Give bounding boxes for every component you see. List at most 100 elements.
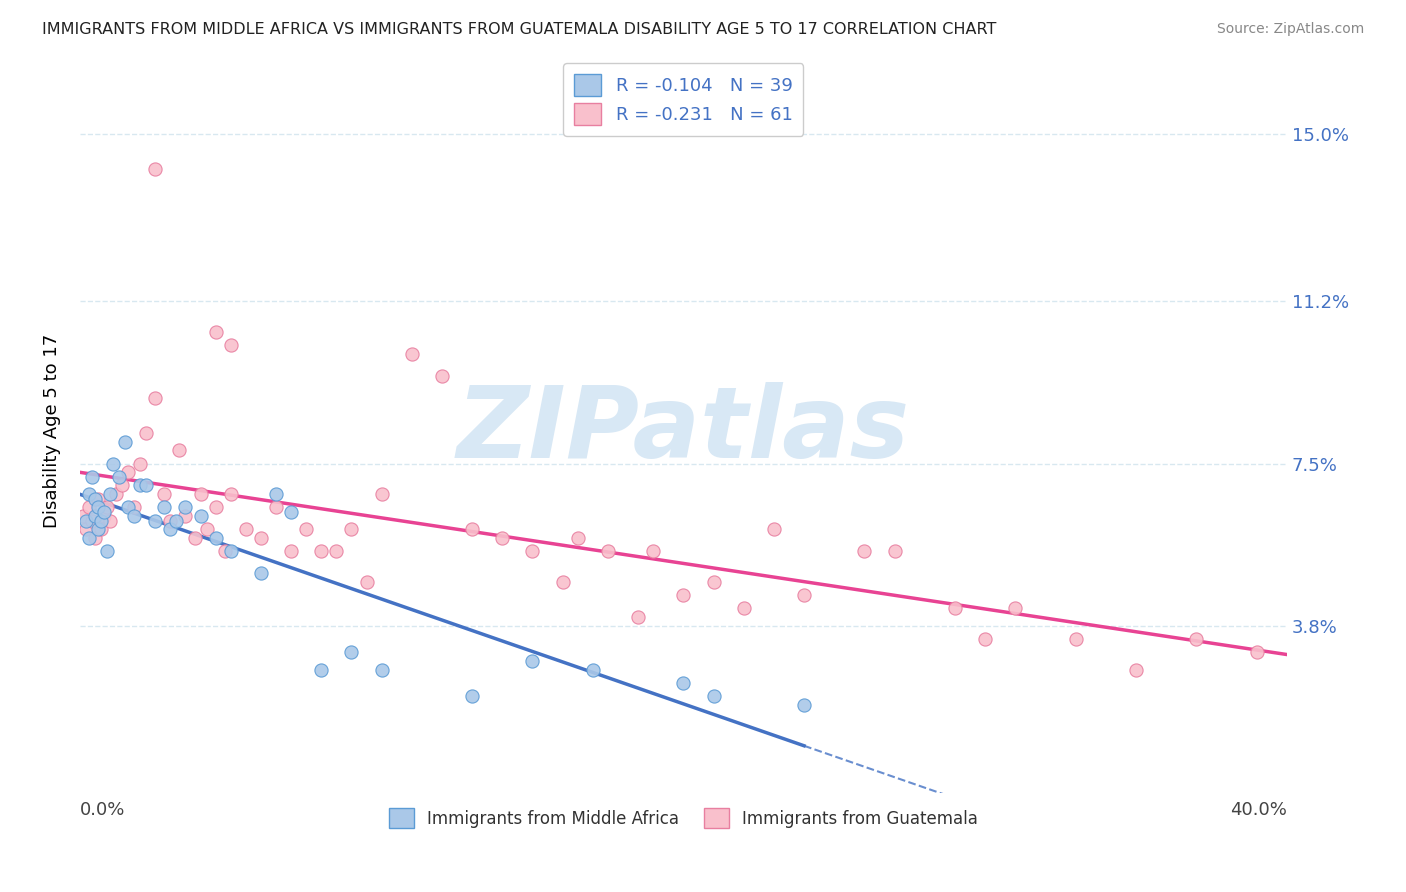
Point — [627, 610, 650, 624]
Point — [98, 487, 121, 501]
Point — [111, 478, 134, 492]
Point — [190, 487, 212, 501]
Point — [793, 588, 815, 602]
Point — [114, 434, 136, 449]
Point — [672, 588, 695, 602]
Point — [214, 544, 236, 558]
Point — [77, 531, 100, 545]
Point — [340, 645, 363, 659]
Point — [204, 500, 226, 515]
Point — [96, 500, 118, 515]
Point — [943, 601, 966, 615]
Point — [235, 522, 257, 536]
Point — [883, 544, 905, 558]
Point — [77, 500, 100, 515]
Point — [264, 500, 287, 515]
Point — [84, 531, 107, 545]
Point — [219, 338, 242, 352]
Legend: Immigrants from Middle Africa, Immigrants from Guatemala: Immigrants from Middle Africa, Immigrant… — [382, 801, 984, 835]
Point — [169, 443, 191, 458]
Point — [80, 469, 103, 483]
Point — [159, 514, 181, 528]
Point — [135, 478, 157, 492]
Point — [87, 522, 110, 536]
Point — [190, 509, 212, 524]
Point — [75, 522, 97, 536]
Point — [219, 487, 242, 501]
Point — [461, 689, 484, 703]
Point — [491, 531, 513, 545]
Point — [153, 487, 176, 501]
Point — [165, 514, 187, 528]
Y-axis label: Disability Age 5 to 17: Disability Age 5 to 17 — [44, 334, 60, 528]
Point — [401, 347, 423, 361]
Point — [87, 491, 110, 506]
Point — [204, 531, 226, 545]
Text: Source: ZipAtlas.com: Source: ZipAtlas.com — [1216, 22, 1364, 37]
Point — [461, 522, 484, 536]
Point — [853, 544, 876, 558]
Point — [340, 522, 363, 536]
Point — [93, 509, 115, 524]
Point — [309, 663, 332, 677]
Point — [129, 478, 152, 492]
Point — [356, 574, 378, 589]
Point — [596, 544, 619, 558]
Point — [1004, 601, 1026, 615]
Point — [90, 514, 112, 528]
Point — [672, 676, 695, 690]
Point — [108, 469, 131, 483]
Point — [84, 491, 107, 506]
Point — [1064, 632, 1087, 646]
Point — [96, 544, 118, 558]
Point — [250, 531, 273, 545]
Point — [762, 522, 785, 536]
Point — [90, 522, 112, 536]
Point — [643, 544, 665, 558]
Text: ZIPatlas: ZIPatlas — [457, 382, 910, 479]
Point — [84, 509, 107, 524]
Point — [122, 500, 145, 515]
Point — [101, 457, 124, 471]
Point — [80, 514, 103, 528]
Point — [143, 514, 166, 528]
Point — [430, 368, 453, 383]
Point — [793, 698, 815, 712]
Point — [195, 522, 218, 536]
Point — [522, 654, 544, 668]
Point — [129, 457, 152, 471]
Point — [117, 500, 139, 515]
Point — [174, 509, 197, 524]
Point — [153, 500, 176, 515]
Point — [522, 544, 544, 558]
Point — [105, 487, 128, 501]
Point — [77, 487, 100, 501]
Point — [204, 325, 226, 339]
Point — [135, 425, 157, 440]
Point — [264, 487, 287, 501]
Point — [551, 574, 574, 589]
Text: 40.0%: 40.0% — [1230, 801, 1286, 820]
Point — [370, 487, 392, 501]
Point — [733, 601, 755, 615]
Point — [567, 531, 589, 545]
Point — [325, 544, 347, 558]
Point — [582, 663, 605, 677]
Point — [702, 689, 724, 703]
Point — [183, 531, 205, 545]
Point — [122, 509, 145, 524]
Point — [370, 663, 392, 677]
Point — [1246, 645, 1268, 659]
Point — [280, 505, 302, 519]
Point — [117, 465, 139, 479]
Point — [1185, 632, 1208, 646]
Point — [159, 522, 181, 536]
Point — [295, 522, 318, 536]
Point — [143, 162, 166, 177]
Point — [280, 544, 302, 558]
Point — [702, 574, 724, 589]
Point — [72, 509, 94, 524]
Point — [75, 514, 97, 528]
Point — [250, 566, 273, 581]
Text: IMMIGRANTS FROM MIDDLE AFRICA VS IMMIGRANTS FROM GUATEMALA DISABILITY AGE 5 TO 1: IMMIGRANTS FROM MIDDLE AFRICA VS IMMIGRA… — [42, 22, 997, 37]
